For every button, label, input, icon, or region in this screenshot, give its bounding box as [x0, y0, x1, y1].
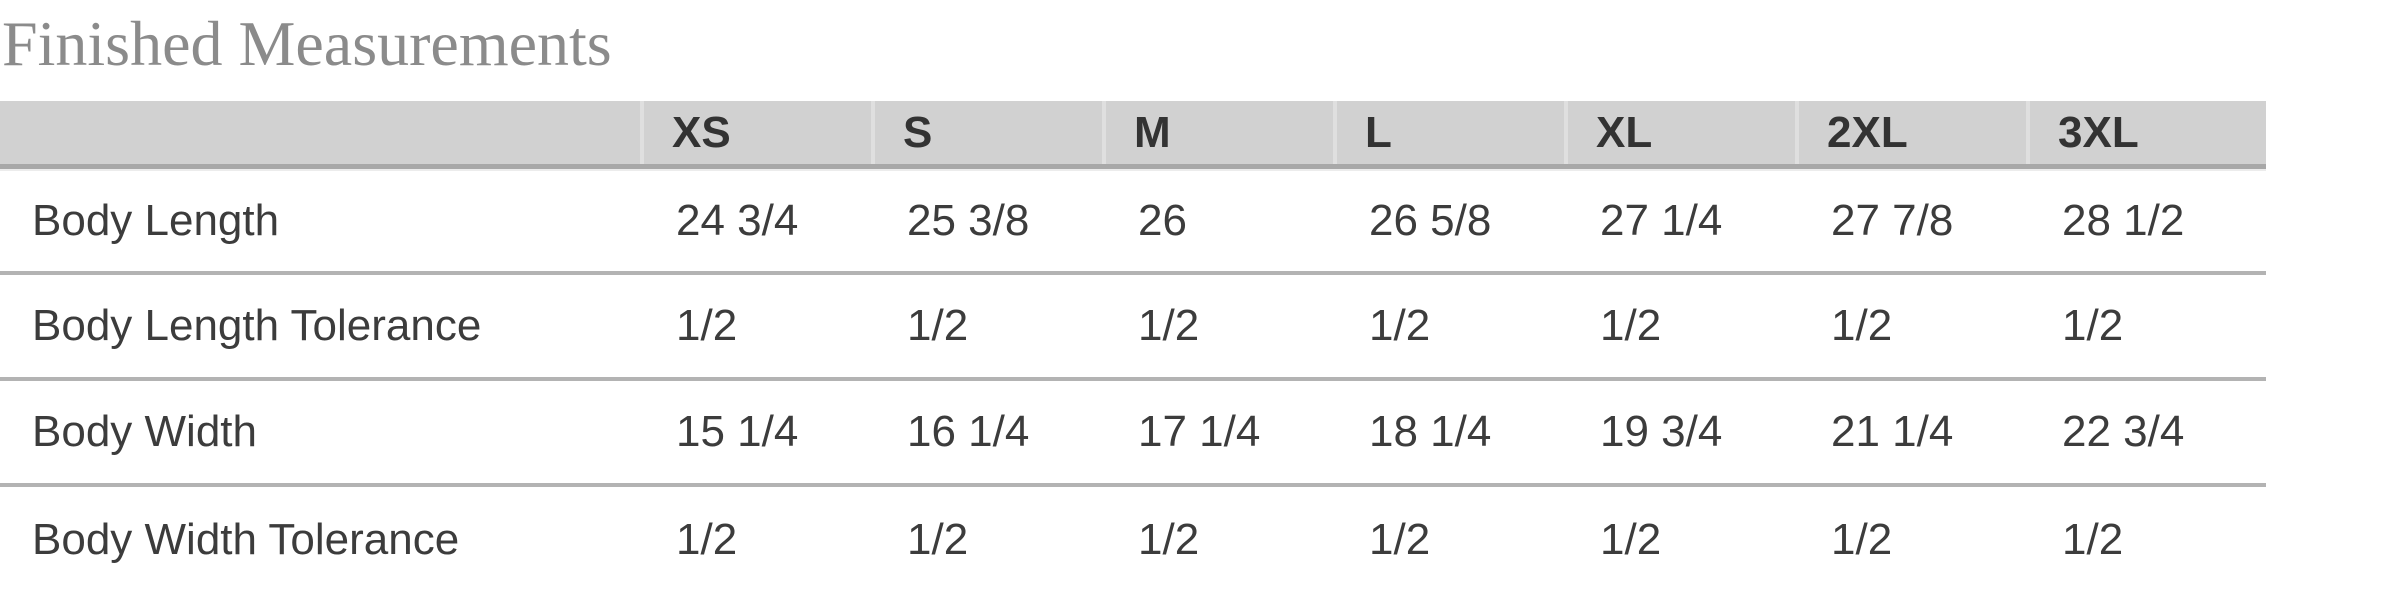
measurement-cell: 18 1/4	[1369, 407, 1492, 456]
row-label: Body Length	[32, 196, 280, 245]
header-cell-2xl: 2XL	[1795, 101, 2026, 164]
table-row-body-width-tolerance: Body Width Tolerance 1/2 1/2 1/2 1/2 1/2…	[0, 487, 2266, 593]
measurement-cell: 1/2	[2062, 515, 2124, 564]
measurement-cell: 16 1/4	[907, 407, 1030, 456]
header-cell-l: L	[1333, 101, 1564, 164]
header-cell-m: M	[1102, 101, 1333, 164]
header-cell-s: S	[871, 101, 1102, 164]
table-row-body-length: Body Length 24 3/4 25 3/8 26 26 5/8 27 1…	[0, 169, 2266, 275]
measurement-cell: 1/2	[1369, 301, 1431, 350]
measurement-cell: 28 1/2	[2062, 196, 2185, 245]
measurement-cell: 17 1/4	[1138, 407, 1261, 456]
measurement-cell: 1/2	[676, 515, 738, 564]
measurement-cell: 27 1/4	[1600, 196, 1723, 245]
measurement-cell: 21 1/4	[1831, 407, 1954, 456]
table-header-row: XS S M L XL 2XL 3XL	[0, 101, 2266, 169]
measurement-cell: 19 3/4	[1600, 407, 1723, 456]
measurement-cell: 1/2	[1831, 301, 1893, 350]
table-row-body-width: Body Width 15 1/4 16 1/4 17 1/4 18 1/4 1…	[0, 381, 2266, 487]
measurement-cell: 1/2	[2062, 301, 2124, 350]
measurement-cell: 24 3/4	[676, 196, 799, 245]
measurement-cell: 25 3/8	[907, 196, 1030, 245]
row-label: Body Width Tolerance	[32, 515, 460, 564]
table-row-body-length-tolerance: Body Length Tolerance 1/2 1/2 1/2 1/2 1/…	[0, 275, 2266, 381]
measurement-cell: 27 7/8	[1831, 196, 1954, 245]
measurement-cell: 1/2	[1831, 515, 1893, 564]
measurement-cell: 1/2	[1138, 301, 1200, 350]
measurement-cell: 1/2	[1600, 301, 1662, 350]
measurement-cell: 26	[1138, 196, 1187, 245]
measurement-cell: 15 1/4	[676, 407, 799, 456]
row-label: Body Length Tolerance	[32, 301, 482, 350]
measurement-cell: 26 5/8	[1369, 196, 1492, 245]
measurement-cell: 1/2	[1369, 515, 1431, 564]
header-cell-3xl: 3XL	[2026, 101, 2266, 164]
measurement-cell: 22 3/4	[2062, 407, 2185, 456]
measurement-cell: 1/2	[907, 515, 969, 564]
measurement-cell: 1/2	[1138, 515, 1200, 564]
page-title: Finished Measurements	[2, 8, 612, 79]
measurement-cell: 1/2	[676, 301, 738, 350]
measurements-table: XS S M L XL 2XL 3XL Body Length 24 3/4 2…	[0, 101, 2266, 593]
header-cell-xs: XS	[640, 101, 871, 164]
measurement-cell: 1/2	[1600, 515, 1662, 564]
measurement-cell: 1/2	[907, 301, 969, 350]
header-cell-xl: XL	[1564, 101, 1795, 164]
row-label: Body Width	[32, 407, 257, 456]
header-cell-label-column	[0, 101, 640, 164]
